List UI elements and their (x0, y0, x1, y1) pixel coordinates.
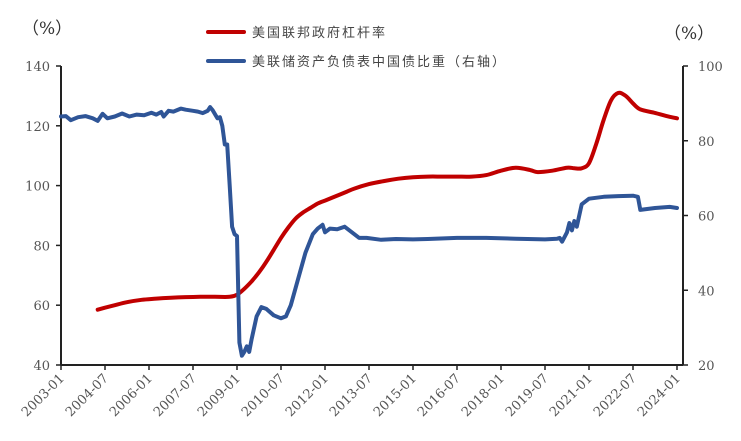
right-tick-label: 20 (698, 359, 715, 374)
x-tick-label: 2007-07 (151, 371, 200, 420)
x-tick-label: 2022-07 (591, 371, 640, 420)
x-tick-label: 2024-01 (635, 371, 684, 420)
legend-item-federal-leverage: 美国联邦政府杠杆率 (206, 22, 387, 41)
left-tick-label: 80 (33, 239, 50, 254)
right-axis-unit: （%） (664, 24, 715, 44)
series-federal-leverage-line (95, 90, 679, 312)
legend-swatch-red (206, 29, 246, 34)
left-tick-label: 100 (25, 180, 50, 195)
right-tick-label: 100 (698, 60, 723, 75)
x-tick-label: 2021-01 (547, 371, 596, 420)
right-tick-label: 80 (698, 135, 715, 150)
left-tick-label: 40 (33, 359, 50, 374)
x-tick-label: 2006-01 (107, 371, 156, 420)
x-tick-label: 2004-07 (63, 371, 112, 420)
x-tick-label: 2012-01 (283, 371, 332, 420)
legend-item-treasury-share: 美联储资产负债表中国债比重（右轴） (206, 51, 507, 70)
left-tick-label: 120 (25, 120, 50, 135)
right-tick-label: 60 (698, 210, 715, 225)
x-tick-label: 2003-01 (19, 371, 68, 420)
x-tick-label: 2013-07 (327, 371, 376, 420)
left-tick-label: 140 (25, 60, 50, 75)
x-tick-label: 2016-07 (415, 371, 464, 420)
legend-label: 美联储资产负债表中国债比重（右轴） (252, 55, 508, 70)
left-axis-unit: （%） (22, 19, 73, 39)
x-tick-label: 2019-07 (503, 371, 552, 420)
x-tick-label: 2009-01 (195, 371, 244, 420)
left-tick-label: 60 (33, 299, 50, 314)
legend-label: 美国联邦政府杠杆率 (252, 26, 388, 41)
x-tick-label: 2018-01 (459, 371, 508, 420)
series-lines (59, 90, 679, 358)
x-tick-label: 2015-01 (371, 371, 420, 420)
right-tick-label: 40 (698, 284, 715, 299)
legend-swatch-blue (206, 58, 246, 63)
x-tick-label: 2010-07 (239, 371, 288, 420)
series-treasury-share-line (59, 105, 679, 358)
